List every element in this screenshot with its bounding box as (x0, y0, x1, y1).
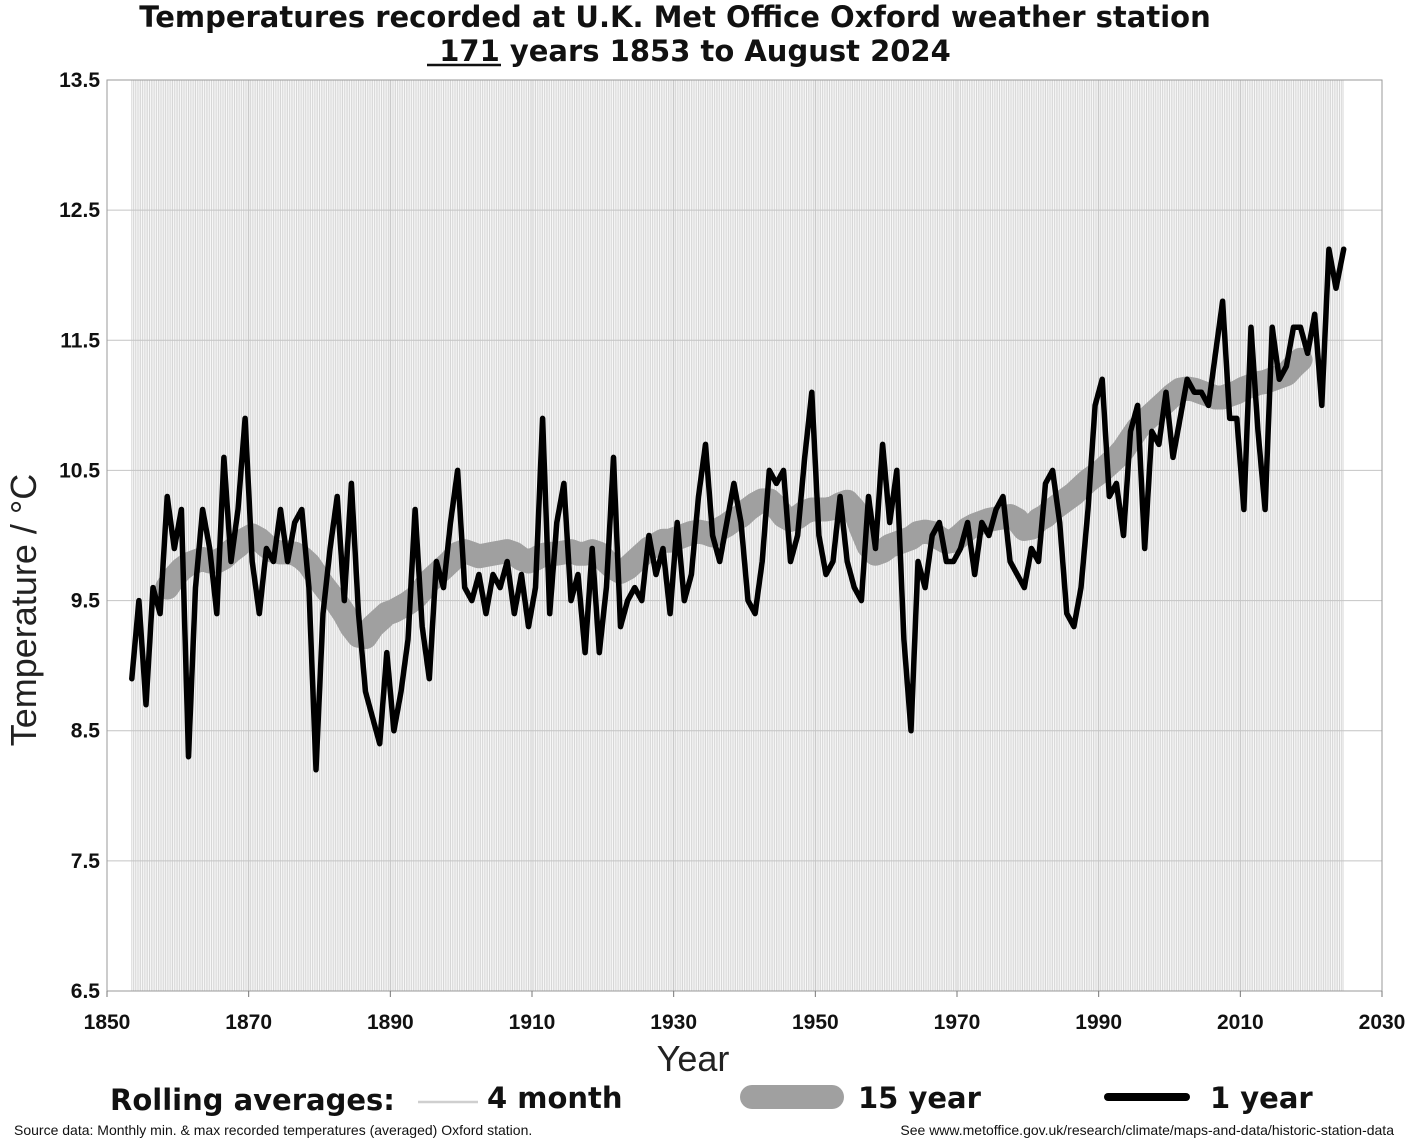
y-tick-label: 10.5 (59, 459, 100, 482)
x-tick-label: 1850 (84, 1011, 131, 1034)
plot-frame (106, 79, 1383, 992)
x-tick-label: 1870 (225, 1011, 272, 1034)
legend-heading: Rolling averages: (110, 1083, 395, 1117)
source-note: Source data: Monthly min. & max recorded… (14, 1122, 532, 1138)
x-tick-label: 2010 (1217, 1011, 1264, 1034)
legend-label-4-month: 4 month (487, 1081, 623, 1115)
legend-label-15-year: 15 year (858, 1081, 982, 1115)
series-layer (129, 246, 1347, 773)
x-tick-label: 2030 (1359, 1011, 1406, 1034)
y-tick-label: 8.5 (71, 720, 101, 743)
y-axis-ticks: 6.5 7.5 8.5 9.5 10.5 11.5 12.5 13.5 (59, 69, 100, 1003)
y-axis-label: Temperature / °C (3, 474, 44, 747)
y-tick-label: 11.5 (60, 329, 100, 352)
series-rolling-1y (129, 246, 1347, 773)
chart-subtitle: 171 years 1853 to August 2024 (439, 34, 951, 68)
chart-title: Temperatures recorded at U.K. Met Office… (139, 0, 1210, 34)
y-tick-label: 6.5 (71, 980, 101, 1003)
subtitle-rest: years 1853 to August 2024 (500, 34, 951, 68)
legend: Rolling averages: 4 month 15 year 1 year (110, 1081, 1313, 1117)
x-tick-label: 1890 (367, 1011, 414, 1034)
x-tick-label: 1970 (934, 1011, 981, 1034)
x-tick-label: 1990 (1075, 1011, 1122, 1034)
years-count: 171 (439, 34, 500, 68)
x-axis-ticks: 1850 1870 1890 1910 1930 1950 1970 1990 2010 2030 (84, 991, 1406, 1034)
y-tick-label: 7.5 (71, 850, 101, 873)
monthly-data-layer (131, 80, 1344, 991)
y-tick-label: 13.5 (59, 69, 100, 92)
x-axis-label: Year (657, 1038, 730, 1079)
y-tick-label: 12.5 (59, 199, 100, 222)
y-tick-label: 9.5 (71, 590, 101, 613)
x-tick-label: 1930 (650, 1011, 697, 1034)
series-4-month (131, 80, 1344, 991)
legend-label-1-year: 1 year (1210, 1081, 1313, 1115)
x-tick-label: 1950 (792, 1011, 839, 1034)
series-rolling-15y (155, 347, 1313, 649)
x-tick-label: 1910 (509, 1011, 556, 1034)
source-link: See www.metoffice.gov.uk/research/climat… (900, 1122, 1394, 1138)
